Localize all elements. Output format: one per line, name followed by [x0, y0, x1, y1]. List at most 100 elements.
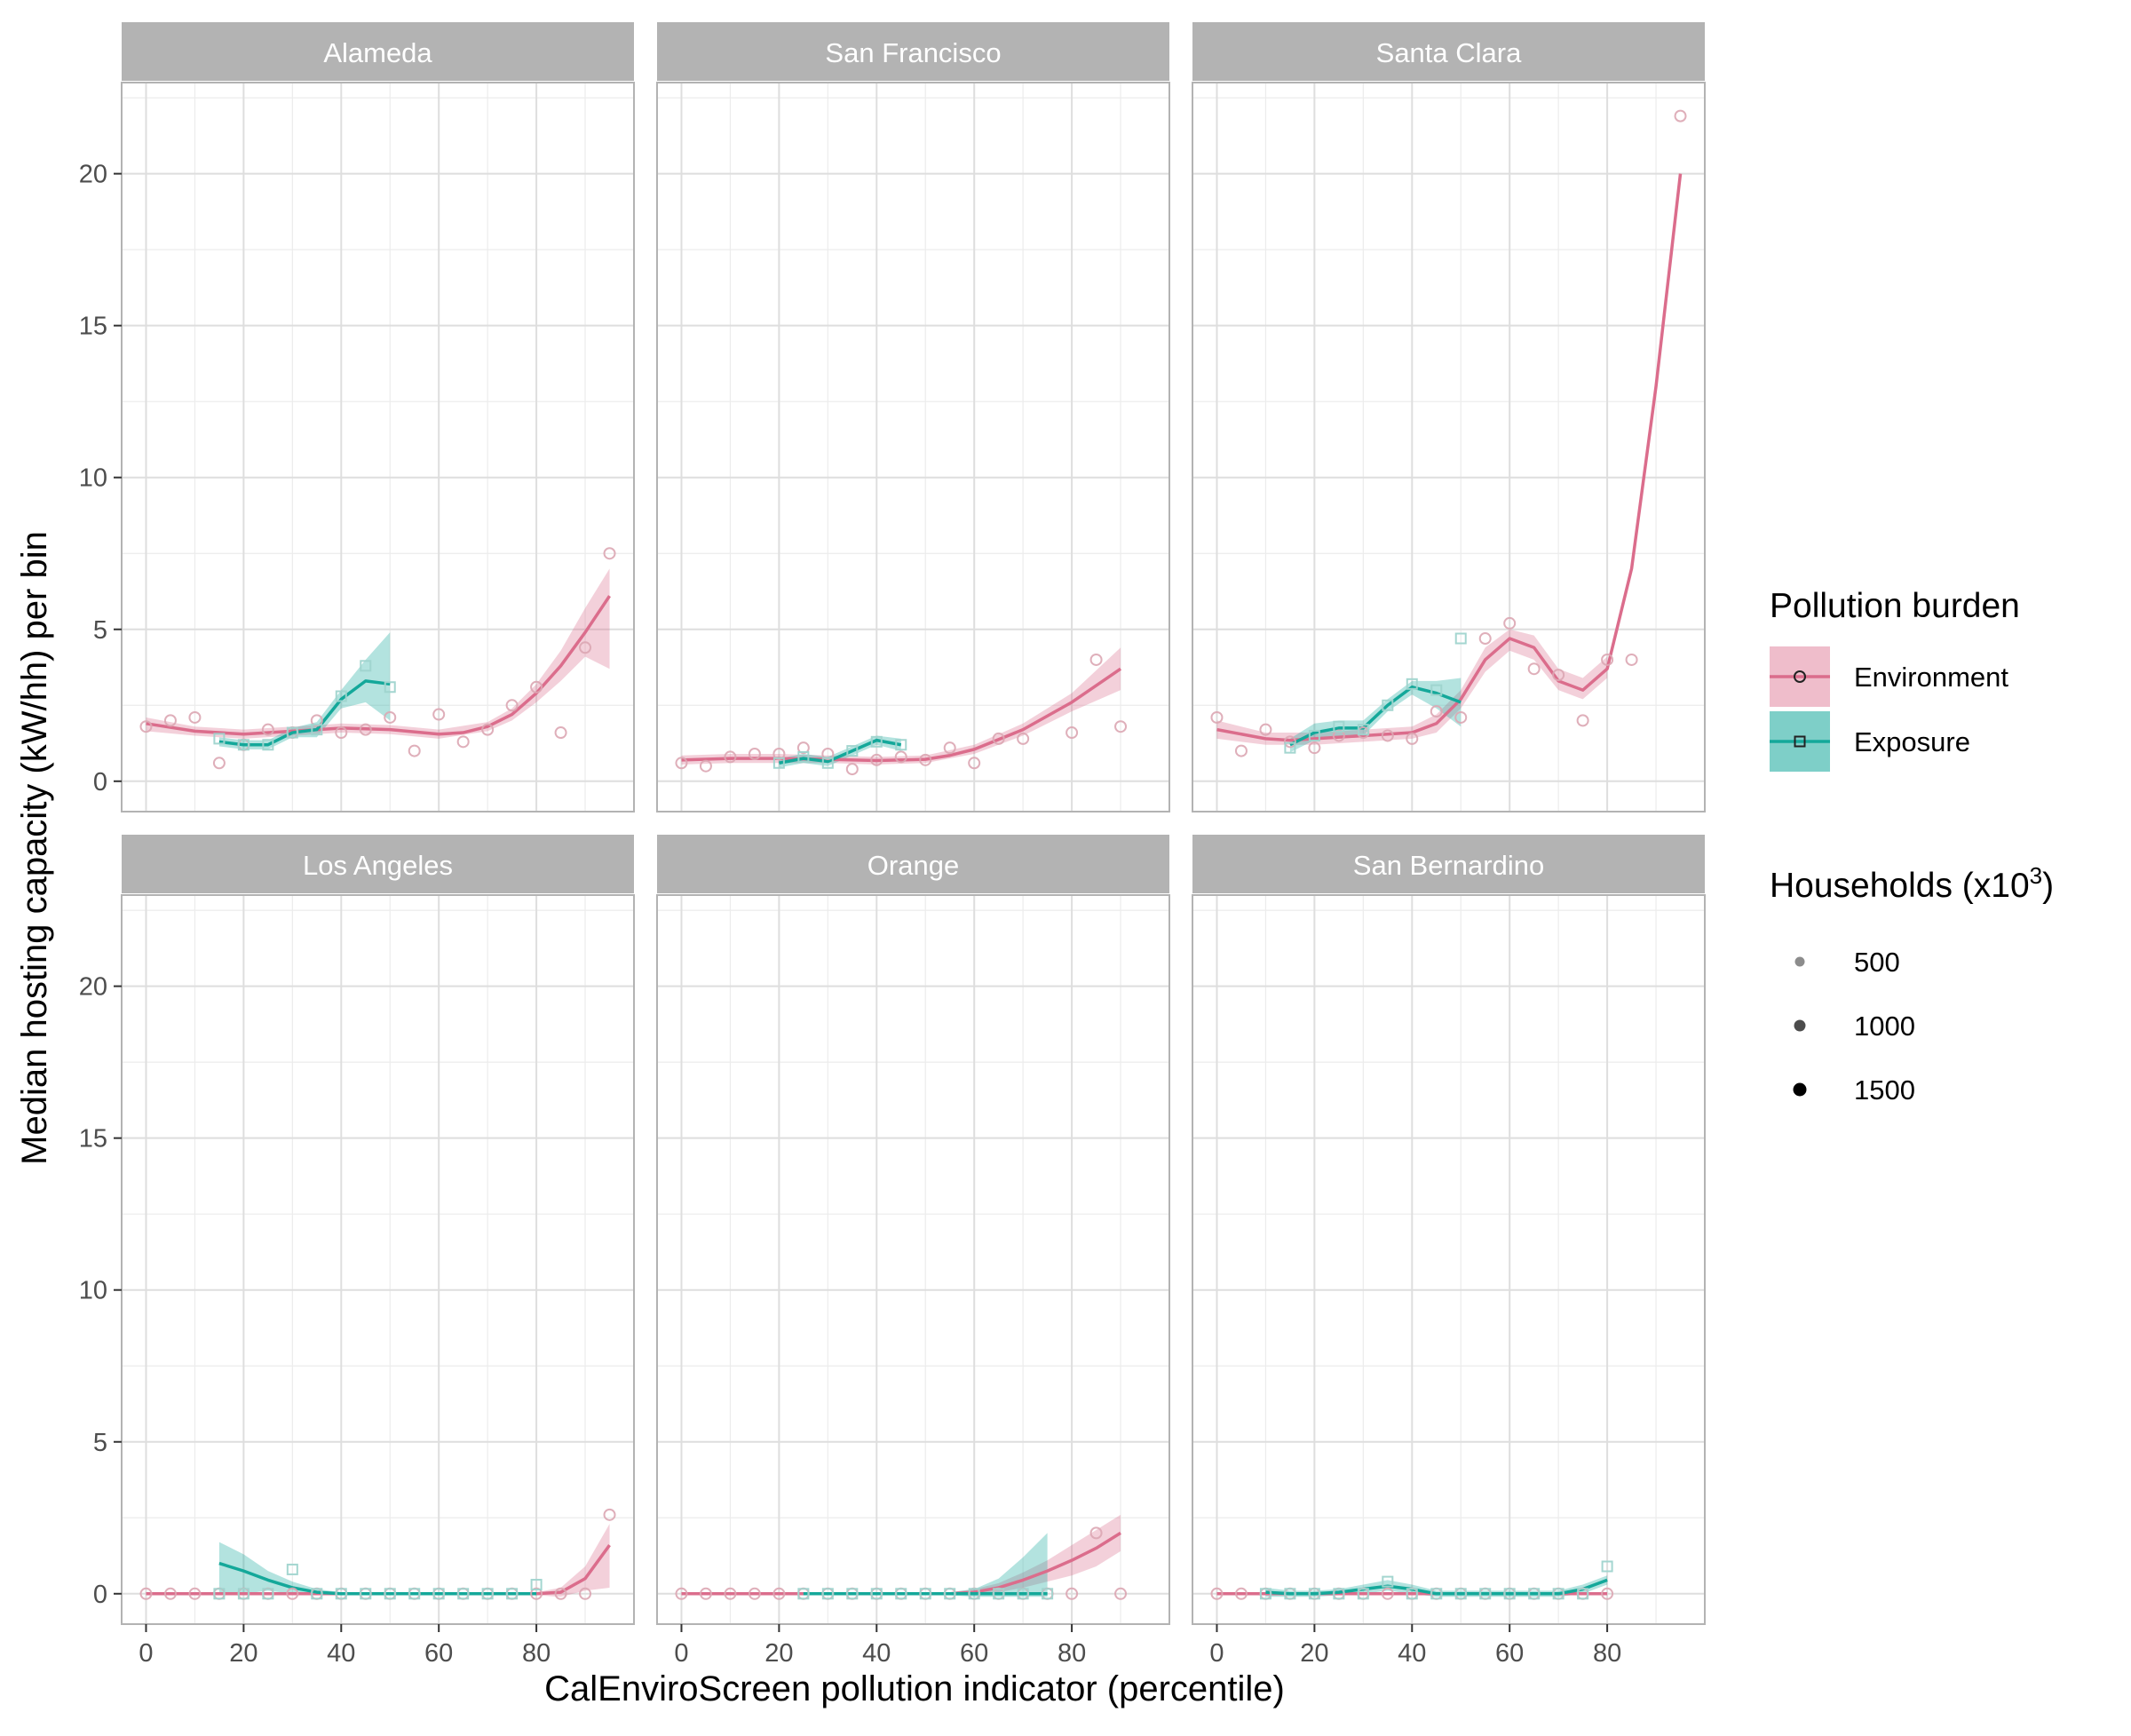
confidence-band-exposure [218, 632, 391, 749]
legend-size-dot-1500 [1793, 1082, 1807, 1097]
data-point-environment [310, 714, 323, 727]
legend-key-circle-icon [1794, 670, 1806, 683]
panel-background [657, 895, 1169, 1624]
data-point-environment [796, 741, 810, 755]
data-point-environment [724, 750, 737, 764]
data-point-environment [919, 753, 932, 766]
data-point-environment [1478, 632, 1492, 646]
data-point-exposure [870, 735, 883, 748]
fit-line-environment [146, 595, 611, 736]
data-point-environment [188, 1587, 202, 1600]
confidence-band-exposure [803, 1533, 1048, 1597]
data-point-exposure [1308, 729, 1320, 741]
data-point-environment [481, 723, 495, 736]
x-tick-label: 80 [522, 1639, 551, 1668]
data-point-exposure [384, 1588, 396, 1600]
panel-background [1192, 83, 1705, 812]
data-point-environment [359, 723, 372, 736]
data-point-environment [554, 1587, 567, 1600]
data-point-exposure [457, 1588, 470, 1600]
data-point-environment [384, 710, 397, 724]
y-tick-label: 15 [79, 1125, 107, 1153]
legend-title-pollution-burden: Pollution burden [1770, 587, 2020, 625]
data-point-environment [432, 708, 446, 721]
data-point-exposure [481, 1588, 494, 1600]
x-tick-label: 80 [1593, 1639, 1621, 1668]
data-point-exposure [237, 739, 250, 751]
data-point-exposure [237, 1588, 250, 1600]
x-tick-label: 60 [1495, 1639, 1524, 1668]
data-point-environment [1066, 726, 1079, 740]
facet-strip-orange [657, 835, 1169, 893]
data-point-environment [870, 753, 883, 766]
data-point-exposure [360, 1588, 372, 1600]
data-point-environment [1576, 714, 1589, 727]
data-point-exposure [286, 726, 298, 739]
data-point-environment [212, 757, 226, 770]
data-point-exposure [1552, 1588, 1565, 1600]
panel-border [656, 82, 1170, 813]
x-tick-label: 20 [229, 1639, 257, 1668]
data-point-environment [943, 741, 956, 755]
facet-santa-clara: Santa Clara [1192, 22, 1706, 813]
data-point-exposure [846, 1588, 859, 1600]
data-point-exposure [895, 1588, 907, 1600]
data-point-environment [603, 547, 616, 560]
data-point-exposure [1479, 1588, 1492, 1600]
data-point-environment [1601, 653, 1614, 666]
legend-key-square-icon [1794, 735, 1806, 748]
facet-strip-label-alameda: Alameda [323, 37, 432, 68]
facet-strip-label-los-angeles: Los Angeles [303, 850, 453, 881]
facet-strip-label-orange: Orange [867, 850, 959, 881]
x-tick-label: 40 [862, 1639, 891, 1668]
data-point-exposure [944, 1588, 956, 1600]
data-point-environment [163, 1587, 177, 1600]
x-tick-label: 20 [1300, 1639, 1328, 1668]
data-point-exposure [993, 1588, 1005, 1600]
facet-strip-los-angeles [122, 835, 634, 893]
data-point-environment [1454, 710, 1468, 724]
data-point-environment [1381, 1587, 1394, 1600]
facet-los-angeles: Los Angeles 0 5 10 15 20 0 20 40 60 80 [79, 835, 635, 1668]
data-point-exposure [797, 750, 810, 763]
data-point-exposure [1503, 1588, 1516, 1600]
data-point-environment [724, 1587, 737, 1600]
data-point-environment [139, 1587, 153, 1600]
data-point-exposure [1333, 720, 1345, 733]
data-point-environment [579, 1587, 592, 1600]
data-point-environment [1283, 735, 1296, 749]
x-tick-label: 40 [327, 1639, 355, 1668]
y-tick-label: 5 [93, 616, 107, 645]
data-point-environment [699, 759, 712, 773]
data-point-environment [772, 1587, 786, 1600]
data-point-environment [1259, 723, 1272, 736]
data-point-environment [579, 641, 592, 654]
data-point-environment [1552, 669, 1565, 682]
panel-border [121, 894, 635, 1625]
data-point-exposure [919, 1588, 931, 1600]
data-point-exposure [772, 757, 785, 769]
data-point-exposure [821, 1588, 834, 1600]
data-point-environment [675, 757, 688, 770]
facet-san-francisco: San Francisco [656, 22, 1170, 813]
fit-line-environment [1216, 173, 1683, 742]
data-point-exposure [1454, 632, 1467, 645]
legend-size-label-1000: 1000 [1854, 1011, 1915, 1042]
facet-strip-label-santa-clara: Santa Clara [1376, 37, 1522, 68]
data-point-environment [1625, 653, 1638, 666]
data-point-environment [1332, 729, 1345, 742]
data-point-environment [408, 744, 421, 757]
confidence-band-exposure [218, 1542, 537, 1596]
data-point-exposure [1333, 1588, 1345, 1600]
data-point-environment [992, 732, 1005, 745]
data-point-environment [603, 1508, 616, 1521]
y-axis-title: Median hosting capacity (kW/hh) per bin [15, 531, 54, 1165]
data-point-environment [699, 1587, 712, 1600]
confidence-band-environment [1216, 629, 1608, 745]
y-tick-label: 10 [79, 464, 107, 493]
facet-strip-alameda [122, 22, 634, 81]
data-point-exposure [1406, 1588, 1418, 1600]
facet-strip-label-san-bernardino: San Bernardino [1353, 850, 1544, 881]
data-point-exposure [1284, 741, 1296, 754]
